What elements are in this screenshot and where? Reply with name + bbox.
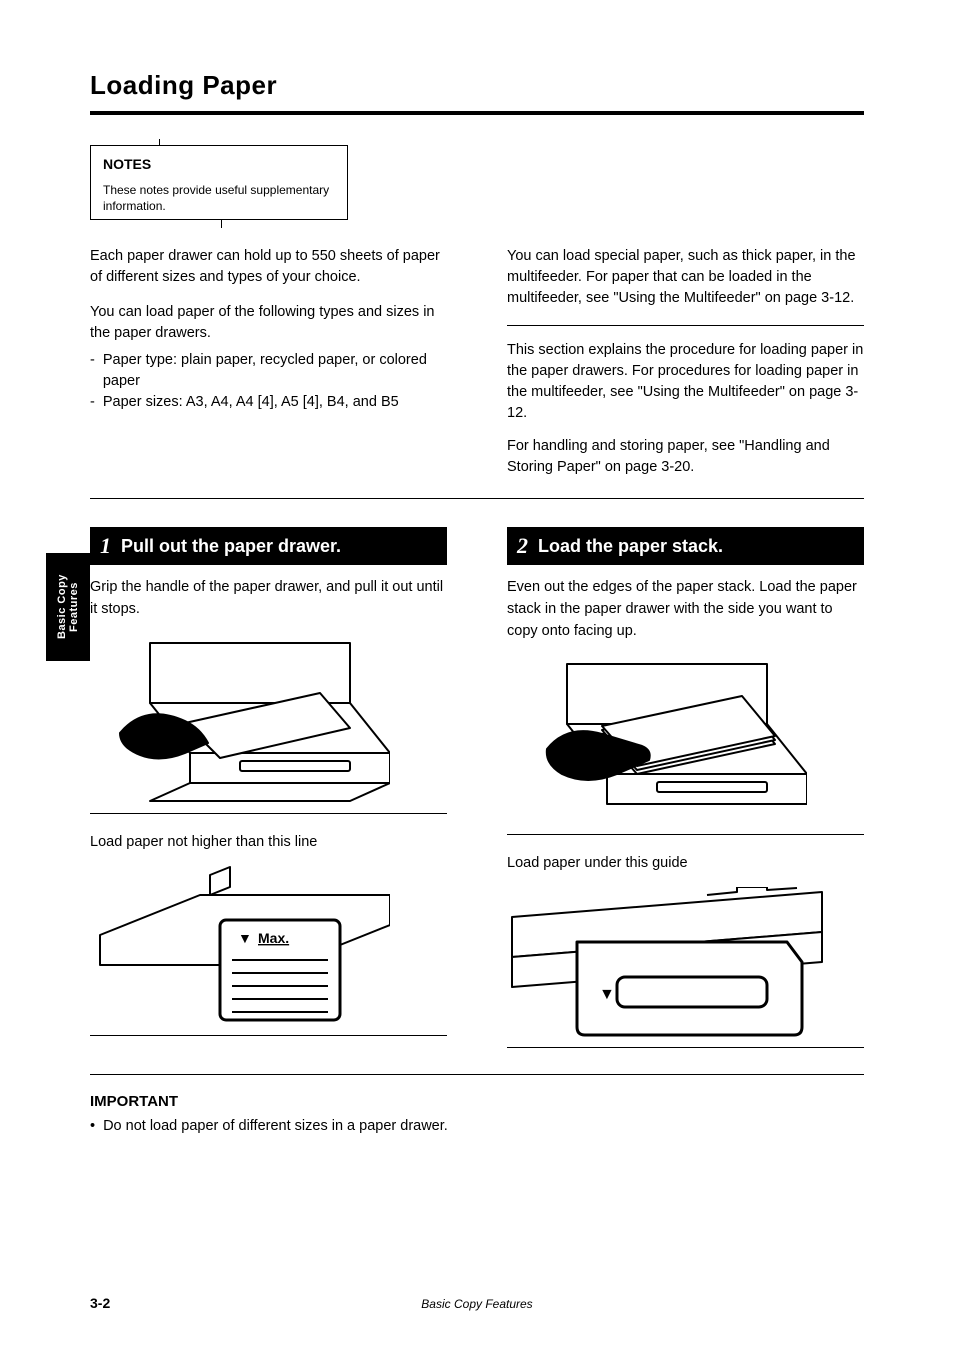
intro-bullet: -Paper type: plain paper, recycled paper… (90, 350, 447, 392)
important-label: IMPORTANT (90, 1093, 864, 1110)
step-body: Even out the edges of the paper stack. L… (507, 577, 864, 642)
svg-text:Max.: Max. (258, 930, 289, 946)
illus-guide: ▼ (507, 887, 827, 1037)
note-tick-bottom (221, 219, 222, 228)
step-rule (90, 813, 447, 814)
intro-bottom-rule (90, 498, 864, 499)
intro-bullets: -Paper type: plain paper, recycled paper… (90, 350, 447, 413)
note-text: These notes provide useful supplementary… (103, 182, 335, 214)
step-rule (507, 834, 864, 835)
illus-load-stack (507, 654, 807, 824)
important-row: • Do not load paper of different sizes i… (90, 1116, 864, 1137)
svg-text:▼: ▼ (599, 986, 615, 1003)
section-side-tab: Basic Copy Features (46, 553, 90, 661)
step-title: Pull out the paper drawer. (121, 536, 341, 557)
step-body: Grip the handle of the paper drawer, and… (90, 577, 447, 621)
step2-caption: Load paper under this guide (507, 853, 864, 875)
step-number: 1 (100, 533, 111, 559)
page: Loading Paper NOTES These notes provide … (0, 0, 954, 1351)
bullet-dash-icon: - (90, 350, 95, 392)
step-title: Load the paper stack. (538, 536, 723, 557)
intro-bullet-text: Paper sizes: A3, A4, A4 [4], A5 [4], B4,… (103, 392, 399, 413)
step-bar: 1 Pull out the paper drawer. (90, 527, 447, 565)
page-bottom-rule (90, 1074, 864, 1075)
intro-left: Each paper drawer can hold up to 550 she… (90, 246, 447, 478)
title-rule (90, 111, 864, 115)
intro-right-para: This section explains the procedure for … (507, 340, 864, 424)
intro-right-rule (507, 325, 864, 326)
intro-right: You can load special paper, such as thic… (507, 246, 864, 478)
step-rule (90, 1035, 447, 1036)
intro-left-lead: You can load paper of the following type… (90, 302, 447, 344)
intro-bullet-text: Paper type: plain paper, recycled paper,… (103, 350, 447, 392)
chapter-footer: Basic Copy Features (0, 1297, 954, 1311)
intro-right-para: For handling and storing paper, see "Han… (507, 436, 864, 478)
step1-caption: Load paper not higher than this line (90, 832, 447, 854)
page-title: Loading Paper (90, 70, 864, 101)
svg-text:▼: ▼ (238, 930, 252, 946)
intro-bullet: -Paper sizes: A3, A4, A4 [4], A5 [4], B4… (90, 392, 447, 413)
intro-columns: Each paper drawer can hold up to 550 she… (90, 246, 864, 478)
step-1: 1 Pull out the paper drawer. Grip the ha… (90, 527, 447, 1048)
step-2: 2 Load the paper stack. Even out the edg… (507, 527, 864, 1048)
important-text: Do not load paper of different sizes in … (103, 1116, 448, 1137)
intro-right-para: You can load special paper, such as thic… (507, 246, 864, 309)
note-block: NOTES These notes provide useful supplem… (90, 145, 348, 220)
bullet-dot-icon: • (90, 1116, 95, 1137)
step-bar: 2 Load the paper stack. (507, 527, 864, 565)
step-rule (507, 1047, 864, 1048)
steps-row-1: 1 Pull out the paper drawer. Grip the ha… (90, 527, 864, 1048)
illus-max-line: ▼ Max. (90, 865, 390, 1025)
note-tick-top (159, 139, 160, 146)
illus-pull-drawer (90, 633, 390, 803)
important-block: IMPORTANT • Do not load paper of differe… (90, 1093, 864, 1137)
note-label: NOTES (103, 156, 335, 172)
step-number: 2 (517, 533, 528, 559)
bullet-dash-icon: - (90, 392, 95, 413)
intro-left-para: Each paper drawer can hold up to 550 she… (90, 246, 447, 288)
